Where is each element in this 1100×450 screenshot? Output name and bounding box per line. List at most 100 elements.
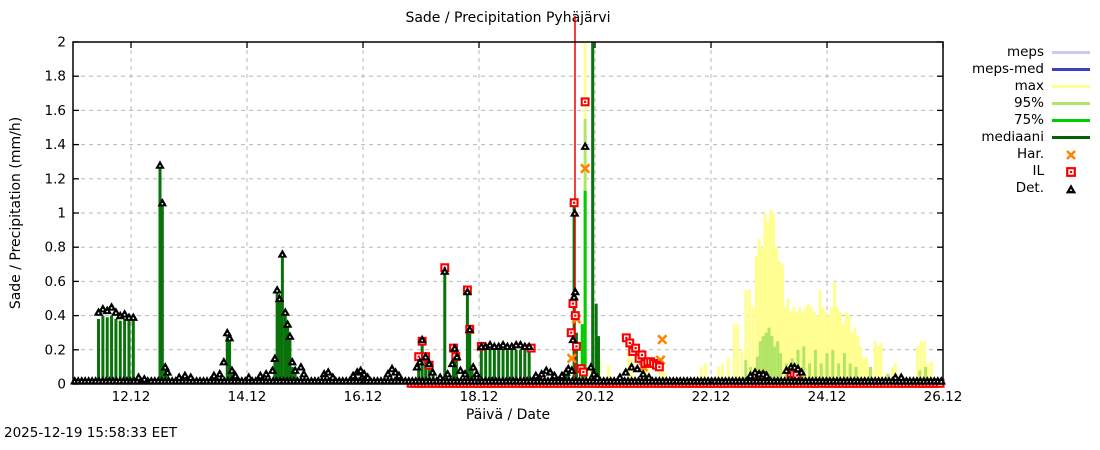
bar (118, 320, 122, 384)
bar (813, 349, 817, 384)
det-triangle-marker (455, 365, 466, 374)
det-triangle-dot (793, 367, 796, 369)
det-triangle-dot (421, 339, 424, 342)
det-triangle-dot (387, 373, 389, 376)
bar (808, 363, 812, 384)
bar (783, 307, 787, 384)
det-triangle-marker (626, 362, 637, 371)
bar (703, 363, 707, 384)
det-triangle-dot (363, 373, 366, 376)
bar (819, 363, 823, 384)
det-triangle-marker (468, 362, 478, 371)
det-triangle-dot (101, 308, 104, 311)
det-triangle-dot (515, 344, 518, 347)
det-triangle-marker (417, 334, 427, 344)
det-triangle-marker (586, 362, 596, 371)
det-triangle-dot (493, 346, 496, 349)
timestamp: 2025-12-19 15:58:33 EET (4, 425, 177, 441)
bar (699, 366, 703, 384)
bar (795, 312, 799, 384)
y-tick-label: 2 (57, 35, 66, 51)
det-triangle-dot (570, 370, 573, 373)
bar (760, 247, 764, 384)
det-triangle-marker (442, 368, 453, 378)
det-triangle-dot (574, 291, 577, 294)
il-square-dot (640, 353, 644, 357)
det-triangle-marker (449, 343, 460, 352)
bar (744, 360, 748, 384)
det-triangle-marker (745, 370, 756, 380)
det-triangle-dot (273, 358, 276, 361)
bar (766, 221, 770, 384)
bar (465, 293, 469, 384)
det-triangle-dot (398, 375, 400, 378)
x-tick-label: 20.12 (576, 389, 615, 405)
il-square-dot (570, 331, 573, 334)
bar (451, 351, 455, 384)
har-x-marker (566, 353, 577, 364)
legend-line-swatch (1052, 51, 1090, 54)
det-triangle-dot (464, 373, 466, 376)
y-tick-label: 1.6 (45, 103, 66, 119)
bar (825, 353, 829, 384)
legend-marker-glyph (1065, 183, 1077, 193)
det-triangle-dot (765, 375, 768, 378)
det-triangle-dot (596, 377, 599, 380)
bar (479, 349, 483, 384)
bar (606, 365, 610, 384)
det-triangle-marker (282, 319, 293, 328)
det-triangle-dot (446, 373, 449, 376)
bar (856, 336, 860, 384)
det-triangle-marker (267, 365, 278, 374)
det-triangle-dot (642, 373, 645, 376)
bar (769, 209, 773, 384)
det-triangle-dot (366, 377, 369, 380)
x-tick-label: 12.12 (112, 389, 151, 405)
det-triangle-marker (128, 312, 139, 321)
bar (842, 353, 846, 384)
bar (747, 289, 751, 384)
det-triangle-dot (549, 372, 552, 374)
det-triangle-dot (284, 312, 287, 315)
bar (277, 301, 281, 384)
det-triangle-marker (185, 372, 196, 381)
det-triangle-marker (644, 372, 654, 381)
il-square-dot (573, 201, 576, 204)
bar (591, 42, 595, 384)
il-square-dot (574, 314, 577, 317)
det-triangle-dot (97, 312, 100, 315)
det-triangle-marker (568, 334, 578, 344)
il-square-dot (634, 346, 637, 350)
bar (780, 264, 784, 384)
det-triangle-marker (412, 362, 422, 371)
bar (862, 358, 866, 384)
det-triangle-dot (166, 372, 169, 374)
bar (770, 336, 774, 384)
bar (454, 360, 458, 384)
bar (818, 289, 822, 384)
det-triangle-marker (299, 368, 309, 378)
det-triangle-dot (289, 336, 291, 339)
det-triangle-dot (900, 377, 903, 380)
det-triangle-dot (502, 344, 504, 347)
bar (838, 312, 842, 384)
det-triangle-marker (464, 324, 475, 333)
det-triangle-dot (247, 377, 250, 380)
bar (424, 358, 428, 384)
bar (740, 349, 744, 384)
det-triangle-marker (452, 351, 462, 361)
legend-label: mediaani (981, 129, 1044, 145)
legend-sample-line (1052, 136, 1090, 139)
det-triangle-dot (468, 329, 471, 332)
det-triangle-marker (119, 309, 130, 318)
bar (827, 315, 831, 384)
bar (736, 324, 740, 384)
bar (806, 303, 810, 384)
det-triangle-dot (553, 375, 556, 378)
x-tick-label: 24.12 (808, 389, 847, 405)
det-triangle-dot (115, 312, 117, 315)
det-triangle-dot (475, 373, 478, 376)
bar (290, 366, 294, 384)
legend-label: meps (1006, 44, 1044, 60)
bar (772, 213, 776, 384)
